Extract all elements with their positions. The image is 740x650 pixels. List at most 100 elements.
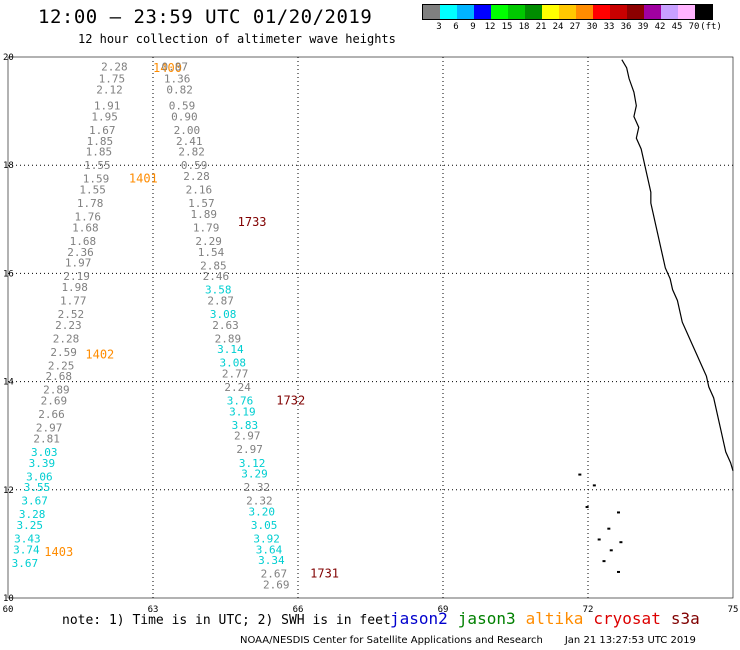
pass-time-label: 1400 [153, 61, 182, 75]
wave-height-value: 1.97 [65, 257, 92, 270]
legend-swatch [457, 5, 474, 19]
wave-height-value: 2.28 [101, 61, 128, 74]
wave-height-value: 3.58 [205, 284, 232, 297]
legend-label: (ft) [700, 22, 722, 32]
wave-height-value: 1.68 [70, 235, 97, 248]
legend-label: 27 [569, 22, 581, 32]
pass-time-label: 1733 [238, 215, 267, 229]
wave-height-value: 1.36 [164, 73, 191, 86]
map-frame [7, 56, 734, 599]
wave-height-value: 2.89 [43, 384, 70, 397]
lat-tick-label: 20 [3, 53, 14, 63]
legend-swatch [559, 5, 576, 19]
wave-height-value: 1.75 [99, 73, 126, 86]
satellite-jason3: jason3 [457, 609, 516, 628]
footer-note: note: 1) Time is in UTC; 2) SWH is in fe… [62, 613, 391, 628]
wave-height-value: 0.59 [181, 159, 208, 172]
wave-height-value: 3.39 [29, 457, 56, 470]
legend-swatch [627, 5, 644, 19]
legend-swatch [423, 5, 440, 19]
wave-height-value: 3.08 [210, 308, 237, 321]
wave-height-value: 1.67 [89, 124, 116, 137]
pass-time-label: 1731 [310, 567, 339, 581]
wave-height-value: 2.69 [41, 395, 68, 408]
wave-height-value: 2.82 [178, 146, 205, 159]
wave-height-value: 0.59 [169, 100, 196, 113]
island [578, 473, 582, 476]
legend-label: 30 [586, 22, 598, 32]
wave-height-value: 1.76 [75, 211, 102, 224]
wave-height-value: 2.81 [33, 432, 60, 445]
wave-height-value: 1.85 [86, 146, 113, 159]
wave-height-value: 2.28 [183, 170, 210, 183]
legend-swatch [644, 5, 661, 19]
satellite-s3a: s3a [670, 609, 700, 628]
legend-swatch [525, 5, 542, 19]
wave-height-value: 1.68 [72, 221, 99, 234]
wave-height-value: 3.03 [31, 446, 58, 459]
wave-height-value: 3.08 [220, 357, 247, 370]
wave-height-value: 3.25 [17, 519, 44, 532]
pass-time-label: 1401 [129, 172, 158, 186]
lat-tick-label: 18 [3, 161, 14, 171]
legend-label: 9 [470, 22, 476, 32]
lat-tick-label: 12 [3, 486, 14, 496]
wave-height-value: 2.85 [200, 259, 227, 272]
legend-swatch [542, 5, 559, 19]
legend-swatch [593, 5, 610, 19]
lon-tick-label: 63 [148, 605, 159, 615]
wave-height-value: 2.32 [246, 495, 273, 508]
wave-height-value: 2.67 [261, 568, 288, 581]
legend-label: 70 [688, 22, 700, 32]
legend-label: 39 [637, 22, 649, 32]
lat-tick-label: 10 [3, 594, 14, 604]
wave-height-value: 3.92 [253, 532, 280, 545]
satellite-jason2: jason2 [390, 609, 448, 628]
wave-height-value: 2.32 [244, 481, 271, 494]
wave-height-value: 3.64 [256, 543, 283, 556]
wave-height-value: 2.97 [234, 430, 261, 443]
wave-height-value: 2.29 [195, 235, 222, 248]
wave-height-value: 2.68 [46, 370, 73, 383]
wave-height-value: 2.87 [207, 294, 234, 307]
wave-height-value: 1.55 [79, 184, 106, 197]
legend-label: 36 [620, 22, 632, 32]
legend-swatch [661, 5, 678, 19]
wave-height-value: 2.46 [203, 270, 230, 283]
legend-label: 45 [671, 22, 683, 32]
legend-swatch [576, 5, 593, 19]
lat-tick-label: 16 [3, 269, 14, 279]
wave-height-value: 2.97 [236, 443, 263, 456]
wave-height-value: 3.74 [13, 543, 40, 556]
legend-swatch [491, 5, 508, 19]
island [592, 484, 596, 487]
island [607, 527, 611, 530]
wave-height-value: 3.12 [239, 457, 266, 470]
wave-height-value: 0.87 [162, 61, 189, 74]
island [617, 570, 620, 573]
wave-height-value: 3.55 [24, 481, 51, 494]
lon-tick-label: 75 [728, 605, 739, 615]
wave-height-value: 1.98 [61, 281, 88, 294]
wave-height-value: 2.12 [96, 83, 123, 96]
legend-label: 24 [552, 22, 564, 32]
lon-tick-label: 72 [583, 605, 594, 615]
coastline [621, 59, 734, 472]
generated-timestamp: Jan 21 13:27:53 UTC 2019 [564, 635, 696, 646]
legend-swatch [678, 5, 695, 19]
legend-label: 6 [453, 22, 459, 32]
legend-swatch [474, 5, 491, 19]
legend-label: 18 [518, 22, 530, 32]
island [619, 541, 623, 544]
wave-height-value: 3.28 [19, 508, 46, 521]
island [602, 560, 606, 563]
wave-height-value: 1.55 [84, 159, 111, 172]
footer-credit: NOAA/NESDIS Center for Satellite Applica… [240, 635, 696, 646]
wave-height-value: 2.28 [53, 332, 80, 345]
wave-height-value: 1.79 [193, 221, 220, 234]
wave-height-value: 2.41 [176, 135, 203, 148]
wave-height-value: 2.63 [212, 319, 239, 332]
legend-swatch [440, 5, 457, 19]
wave-height-value: 2.89 [215, 332, 242, 345]
legend-swatch [508, 5, 525, 19]
